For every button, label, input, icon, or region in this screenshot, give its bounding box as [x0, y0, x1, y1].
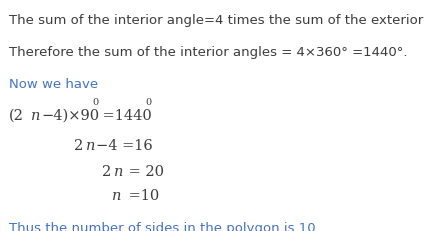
- Text: =10: =10: [124, 188, 159, 202]
- Text: 2: 2: [74, 139, 84, 152]
- Text: (2: (2: [9, 109, 24, 122]
- Text: −4 =16: −4 =16: [96, 139, 153, 152]
- Text: n: n: [86, 139, 95, 152]
- Text: n: n: [31, 109, 41, 122]
- Text: Thus the number of sides in the polygon is 10.: Thus the number of sides in the polygon …: [9, 221, 320, 231]
- Text: 2: 2: [102, 164, 111, 178]
- Text: 0: 0: [92, 97, 98, 106]
- Text: Therefore the sum of the interior angles = 4×360° =1440°.: Therefore the sum of the interior angles…: [9, 46, 408, 59]
- Text: 0: 0: [145, 97, 151, 106]
- Text: Now we have: Now we have: [9, 77, 98, 90]
- Text: =1440: =1440: [98, 109, 152, 122]
- Text: n: n: [114, 164, 123, 178]
- Text: −4)×90: −4)×90: [42, 109, 100, 122]
- Text: The sum of the interior angle=4 times the sum of the exterior angles.: The sum of the interior angle=4 times th…: [9, 14, 424, 27]
- Text: = 20: = 20: [124, 164, 164, 178]
- Text: n: n: [112, 188, 122, 202]
